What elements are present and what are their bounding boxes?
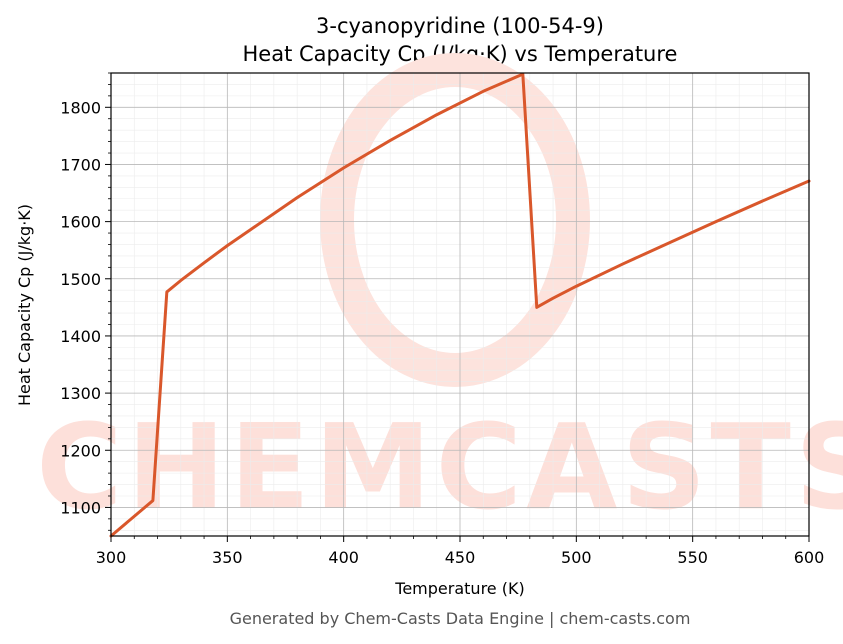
y-tick-label: 1300 <box>60 384 101 403</box>
y-tick-label: 1400 <box>60 327 101 346</box>
y-tick-label: 1800 <box>60 98 101 117</box>
plot-area: CHEMCASTS <box>36 53 843 538</box>
x-tick-label: 600 <box>794 548 825 567</box>
y-tick-label: 1200 <box>60 441 101 460</box>
y-axis: 1100 1200 1300 1400 1500 1600 1700 1800 <box>60 72 111 531</box>
x-axis: 300 350 400 450 500 550 600 <box>96 536 825 567</box>
x-tick-label: 400 <box>328 548 359 567</box>
y-tick-label: 1600 <box>60 213 101 232</box>
y-tick-label: 1700 <box>60 155 101 174</box>
x-tick-label: 450 <box>445 548 476 567</box>
x-axis-label: Temperature (K) <box>394 579 524 598</box>
x-tick-label: 550 <box>677 548 708 567</box>
y-tick-label: 1500 <box>60 270 101 289</box>
x-tick-label: 350 <box>212 548 243 567</box>
y-axis-label: Heat Capacity Cp (J/kg·K) <box>15 204 34 406</box>
footer-credit: Generated by Chem-Casts Data Engine | ch… <box>230 609 691 628</box>
watermark-text: CHEMCASTS <box>36 398 843 536</box>
y-tick-label: 1100 <box>60 498 101 517</box>
series-layer <box>109 72 811 538</box>
x-tick-label: 500 <box>561 548 592 567</box>
x-tick-label: 300 <box>96 548 127 567</box>
chart-title-line1: 3-cyanopyridine (100-54-9) <box>316 14 604 38</box>
series-line <box>109 72 811 538</box>
